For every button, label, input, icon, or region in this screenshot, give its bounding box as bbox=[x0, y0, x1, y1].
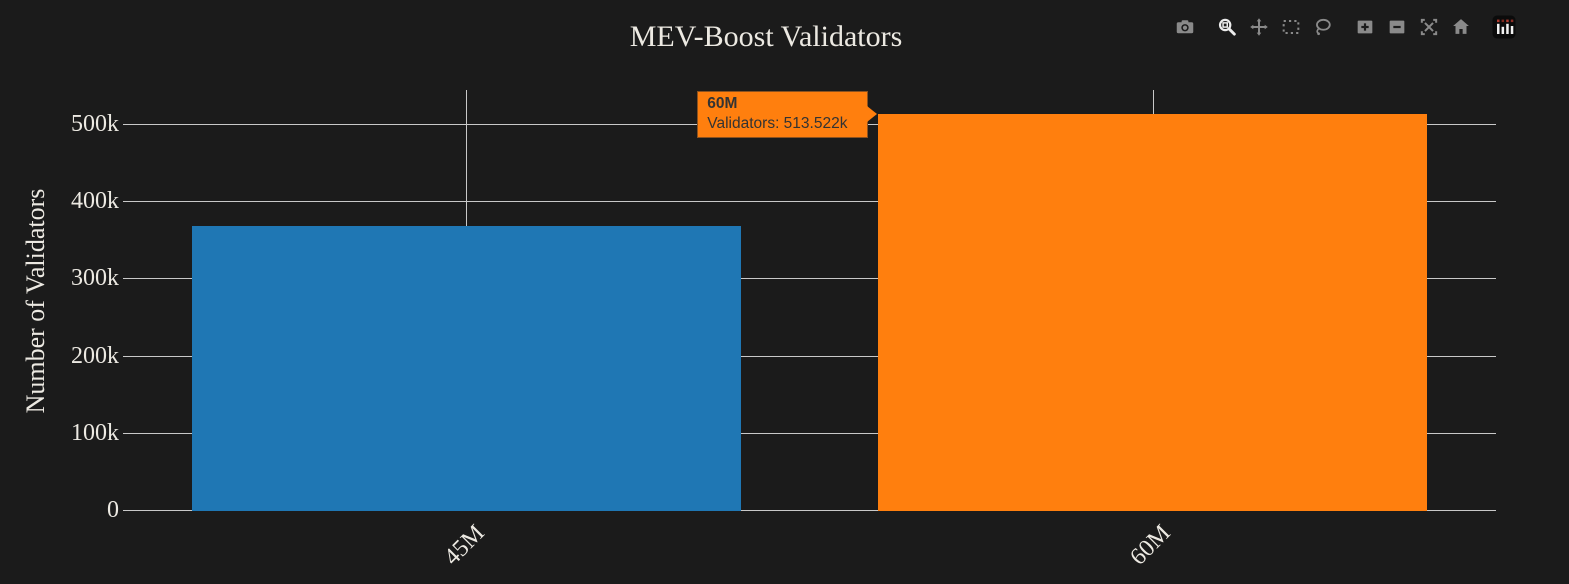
bar-45M[interactable] bbox=[191, 225, 741, 511]
gridline-y bbox=[123, 510, 1496, 511]
zoom-icon bbox=[1218, 18, 1236, 36]
hover-tooltip: 60M Validators: 513.522k bbox=[697, 90, 878, 138]
zoom-button[interactable] bbox=[1216, 16, 1238, 38]
zoom-out-icon bbox=[1389, 20, 1405, 34]
tooltip-caret bbox=[867, 105, 878, 122]
y-tick-label: 300k bbox=[71, 265, 119, 292]
box-select-icon bbox=[1282, 20, 1300, 34]
gridline-y bbox=[123, 432, 1496, 434]
y-tick-label: 500k bbox=[71, 111, 119, 137]
y-tick-label: 100k bbox=[71, 419, 119, 446]
zoom-out-button[interactable] bbox=[1386, 16, 1408, 38]
tooltip-value: Validators: 513.522k bbox=[707, 115, 848, 133]
x-tick-label: 60M bbox=[1125, 520, 1177, 571]
chart-title: MEV-Boost Validators bbox=[629, 20, 903, 53]
zoom-in-icon bbox=[1357, 20, 1373, 34]
plotly-logo-button[interactable] bbox=[1492, 15, 1516, 39]
box-select-button[interactable] bbox=[1280, 16, 1302, 38]
autoscale-icon bbox=[1420, 18, 1438, 36]
y-tick-label: 200k bbox=[71, 342, 119, 369]
gridline-y bbox=[123, 355, 1496, 357]
pan-icon bbox=[1250, 18, 1268, 36]
gridline-y bbox=[123, 201, 1496, 203]
tooltip-category: 60M bbox=[707, 94, 738, 112]
reset-axes-button[interactable] bbox=[1450, 16, 1472, 38]
lasso-select-button[interactable] bbox=[1312, 16, 1334, 38]
modebar bbox=[1174, 15, 1516, 39]
download-png-button[interactable] bbox=[1174, 16, 1196, 38]
zoom-in-button[interactable] bbox=[1354, 16, 1376, 38]
y-tick-label: 0 bbox=[107, 497, 119, 523]
y-axis-title: Number of Validators bbox=[21, 188, 50, 414]
y-tick-label: 400k bbox=[71, 188, 119, 215]
camera-icon bbox=[1176, 20, 1194, 34]
x-tick-label: 45M bbox=[439, 520, 490, 571]
autoscale-button[interactable] bbox=[1418, 16, 1440, 38]
home-icon bbox=[1453, 19, 1469, 34]
lasso-select-icon bbox=[1316, 18, 1331, 36]
bar-60M[interactable] bbox=[878, 113, 1428, 511]
plotly-logo bbox=[1492, 15, 1516, 39]
gridline-y bbox=[123, 278, 1496, 280]
pan-button[interactable] bbox=[1248, 16, 1270, 38]
